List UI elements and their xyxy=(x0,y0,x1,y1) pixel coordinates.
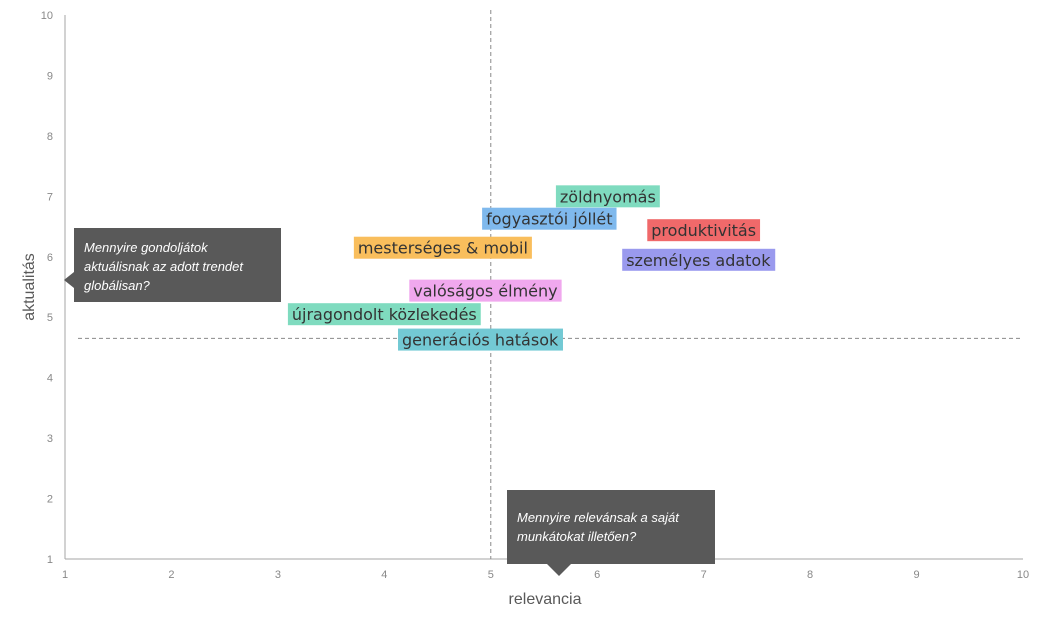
y-tick-label: 7 xyxy=(47,191,53,203)
x-tick-label: 3 xyxy=(275,569,281,581)
data-label: generációs hatások xyxy=(398,328,563,351)
data-label-text: valóságos élmény xyxy=(413,282,557,301)
y-tick-label: 5 xyxy=(47,312,53,324)
x-tick-labels: 1 2 3 4 5 6 7 8 9 10 xyxy=(62,569,1029,581)
y-tick-label: 4 xyxy=(47,373,53,385)
y-tick-label: 1 xyxy=(47,554,53,566)
data-label-box xyxy=(622,248,776,271)
data-label: fogyasztói jóllét xyxy=(482,207,617,230)
data-labels: zöldnyomás fogyasztói jóllét produktivitás… xyxy=(287,185,776,351)
data-label-text: mesterséges & mobil xyxy=(358,239,528,258)
data-label-box xyxy=(409,279,562,302)
data-label-box xyxy=(482,207,617,230)
x-tick-label: 4 xyxy=(381,569,387,581)
data-label-text: személyes adatok xyxy=(626,251,771,270)
x-tick-label: 9 xyxy=(913,569,919,581)
y-axis-title: aktualitás xyxy=(21,253,38,321)
y-tick-labels: 1 2 3 4 5 6 7 8 9 10 xyxy=(41,10,53,566)
data-label: zöldnyomás xyxy=(555,185,660,208)
data-label-text: fogyasztói jóllét xyxy=(486,210,612,229)
y-tick-label: 3 xyxy=(47,433,53,445)
data-label: valóságos élmény xyxy=(409,279,562,302)
data-label: produktivitás xyxy=(647,219,761,242)
data-label-box xyxy=(647,219,761,242)
x-tick-label: 5 xyxy=(488,569,494,581)
x-tick-label: 8 xyxy=(807,569,813,581)
topicality-question-note: Mennyire gondoljátok aktuálisnak az adot… xyxy=(64,228,281,302)
data-label-box xyxy=(555,185,660,208)
y-tick-label: 10 xyxy=(41,10,53,22)
data-label-text: generációs hatások xyxy=(402,331,559,350)
relevance-question-note: Mennyire relevánsak a saját munkátokat i… xyxy=(507,490,715,576)
data-label-text: produktivitás xyxy=(651,221,756,240)
data-label-text: újragondolt közlekedés xyxy=(292,305,477,324)
y-tick-label: 6 xyxy=(47,252,53,264)
x-axis-title: relevancia xyxy=(509,591,582,608)
data-label: újragondolt közlekedés xyxy=(287,303,481,326)
y-tick-label: 8 xyxy=(47,131,53,143)
data-label-box xyxy=(287,303,481,326)
data-label: mesterséges & mobil xyxy=(353,236,532,259)
data-label-box xyxy=(398,328,563,351)
y-tick-label: 2 xyxy=(47,494,53,506)
x-tick-label: 7 xyxy=(701,569,707,581)
data-label-box xyxy=(353,236,532,259)
x-tick-label: 2 xyxy=(168,569,174,581)
y-tick-label: 9 xyxy=(47,70,53,82)
data-label: személyes adatok xyxy=(622,248,776,271)
x-tick-label: 6 xyxy=(594,569,600,581)
x-tick-label: 10 xyxy=(1017,569,1029,581)
data-label-text: zöldnyomás xyxy=(560,187,656,206)
x-tick-label: 1 xyxy=(62,569,68,581)
